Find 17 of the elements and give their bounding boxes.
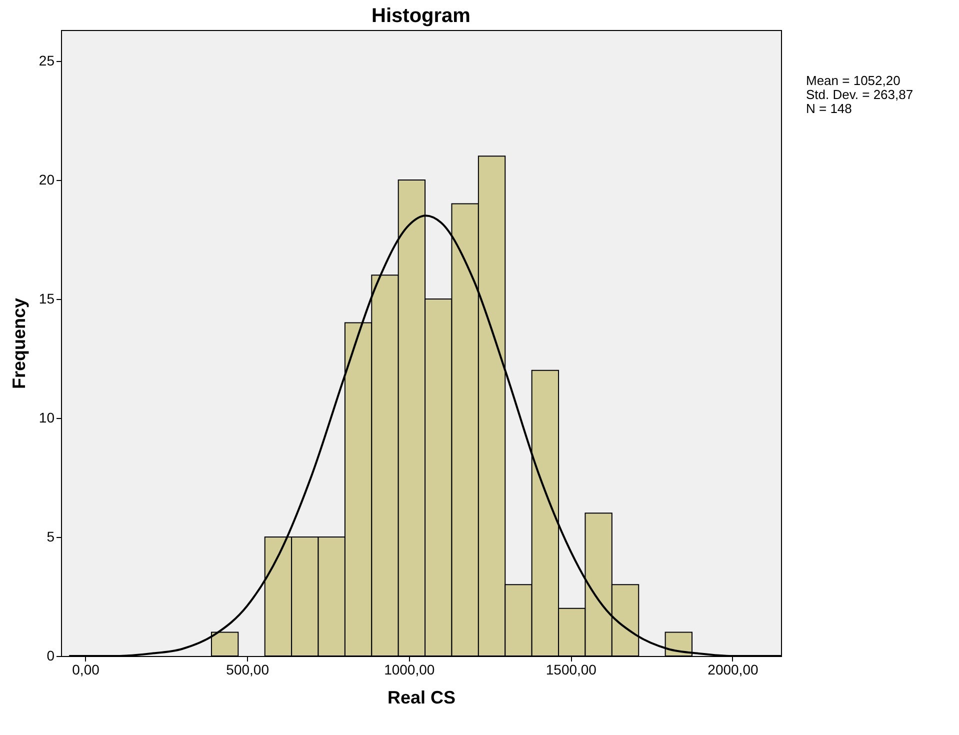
text: N = 148 [806, 101, 853, 116]
x-tick-label: 1000,00 [384, 662, 435, 678]
chart-title: Histogram [372, 5, 470, 27]
x-tick-label: 2000,00 [708, 662, 758, 678]
y-tick-label: 5 [46, 528, 55, 544]
y-tick-label: 10 [38, 409, 55, 426]
x-tick-label: 500,00 [226, 662, 270, 678]
text: Std. Dev. = 263,87 [806, 87, 914, 102]
x-tick-label: 0,00 [72, 662, 100, 678]
text: Mean = 1052,20 [806, 73, 902, 88]
x-axis-title: Real CS [387, 688, 456, 708]
x-tick-label: 1500,00 [546, 662, 597, 678]
y-tick-label: 15 [38, 290, 55, 306]
y-tick-label: 20 [38, 171, 55, 188]
y-tick-label: 25 [38, 52, 55, 68]
y-tick-label: 0 [46, 648, 55, 664]
y-axis-title: Frequency [8, 298, 29, 390]
